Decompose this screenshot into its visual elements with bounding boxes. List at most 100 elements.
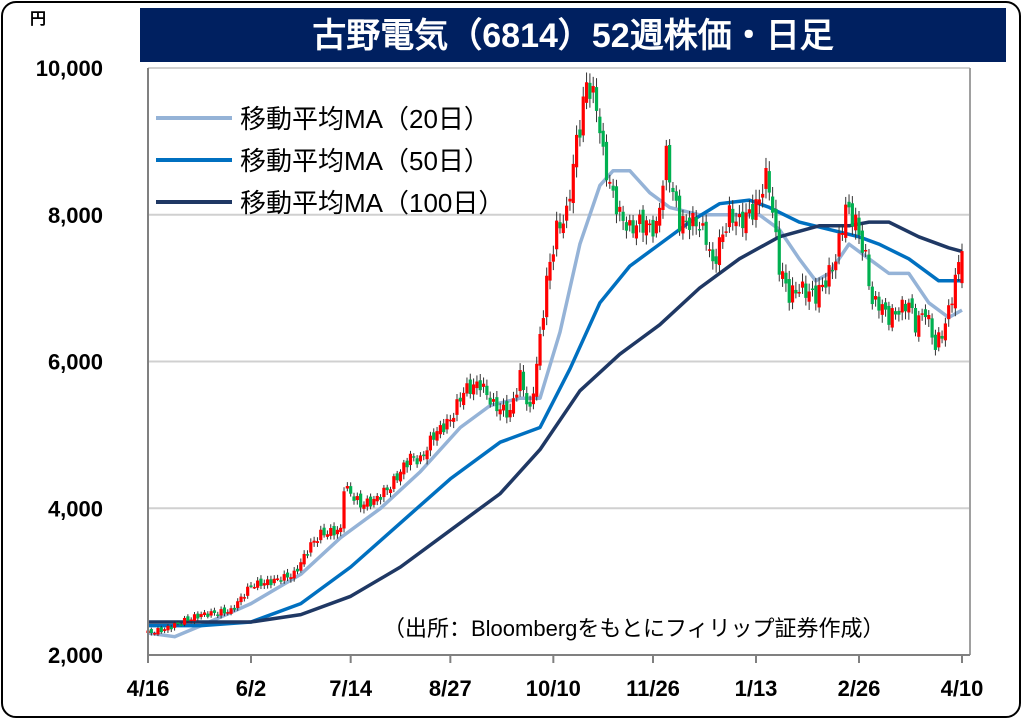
candle-up — [302, 553, 306, 565]
candle-up — [947, 305, 951, 320]
candle-up — [508, 409, 512, 418]
candle-down — [601, 130, 605, 147]
source-note: （出所：Bloombergをもとにフィリップ証券作成） — [383, 616, 885, 641]
candle-up — [790, 285, 795, 303]
candle-up — [761, 193, 765, 198]
candle-up — [747, 209, 751, 214]
x-tick-label: 11/26 — [626, 676, 680, 701]
candle-down — [468, 379, 472, 395]
candle-up — [266, 579, 270, 586]
candle-down — [395, 473, 399, 481]
candle-up — [658, 207, 662, 226]
candle-down — [631, 220, 635, 234]
candle-down — [824, 280, 828, 288]
candle-up — [398, 471, 403, 482]
candle-down — [810, 288, 815, 291]
candle-down — [285, 572, 290, 578]
candle-down — [930, 318, 934, 338]
candle-up — [551, 254, 555, 262]
candle-up — [754, 199, 758, 220]
candle-up — [953, 274, 957, 309]
candle-up — [342, 491, 346, 529]
candle-down — [731, 208, 735, 223]
candle-up — [491, 399, 496, 402]
candle-up — [591, 86, 595, 93]
candle-up — [531, 393, 536, 405]
candle-down — [232, 607, 236, 610]
candle-down — [694, 217, 698, 227]
candle-down — [651, 219, 655, 237]
candle-down — [412, 456, 416, 458]
candle-down — [668, 145, 672, 183]
candle-up — [425, 450, 429, 460]
candle-down — [711, 249, 715, 262]
candle-up — [418, 455, 423, 462]
candle-up — [565, 205, 569, 221]
candle-up — [438, 425, 442, 435]
candle-down — [578, 129, 582, 138]
candle-up — [907, 302, 911, 313]
candle-down — [870, 286, 874, 305]
candle-up — [854, 214, 858, 231]
y-tick-label: 10,000 — [36, 56, 103, 81]
candle-down — [186, 616, 190, 621]
ma-line-2 — [148, 220, 963, 624]
candle-down — [857, 217, 861, 235]
candle-up — [943, 323, 947, 341]
candle-down — [751, 203, 755, 220]
candle-up — [648, 223, 652, 226]
candle-up — [309, 542, 313, 553]
candle-up — [335, 529, 339, 535]
candle-down — [860, 230, 864, 253]
candle-up — [584, 82, 589, 103]
candle-up — [272, 578, 276, 584]
candle-down — [159, 627, 163, 633]
candle-up — [820, 284, 825, 288]
candle-up — [538, 334, 542, 366]
candle-up — [202, 612, 207, 616]
candle-down — [687, 217, 692, 230]
candle-up — [681, 216, 685, 234]
candle-up — [764, 167, 768, 189]
candle-up — [960, 251, 964, 284]
candle-down — [488, 397, 492, 405]
candle-up — [153, 633, 157, 635]
candle-up — [402, 462, 406, 475]
candle-up — [362, 504, 366, 509]
candle-down — [704, 221, 708, 245]
candle-down — [206, 613, 210, 617]
candle-up — [608, 181, 612, 184]
candle-up — [315, 541, 320, 543]
y-tick-label: 4,000 — [48, 496, 103, 521]
x-tick-label: 2/26 — [838, 676, 881, 701]
candle-up — [382, 487, 386, 498]
candle-down — [903, 303, 908, 312]
candle-down — [614, 186, 619, 215]
candle-up — [638, 214, 642, 224]
candle-up — [339, 527, 343, 533]
candle-down — [741, 211, 745, 229]
candle-up — [452, 417, 456, 422]
candle-up — [392, 476, 396, 489]
candle-up — [721, 234, 725, 243]
candle-up — [568, 198, 572, 202]
candle-up — [408, 453, 413, 466]
candle-down — [505, 401, 509, 418]
candle-down — [521, 371, 526, 391]
candle-up — [163, 629, 167, 631]
candle-up — [844, 204, 848, 238]
candle-up — [275, 578, 280, 580]
candle-down — [621, 211, 625, 221]
candle-up — [837, 233, 841, 257]
candle-up — [780, 271, 785, 279]
candle-up — [189, 619, 193, 622]
candle-up — [455, 399, 459, 415]
candle-down — [850, 203, 854, 227]
candle-up — [661, 185, 665, 210]
candle-down — [359, 493, 363, 508]
candle-up — [226, 612, 230, 614]
candle-up — [518, 370, 522, 392]
candle-up — [807, 291, 811, 302]
